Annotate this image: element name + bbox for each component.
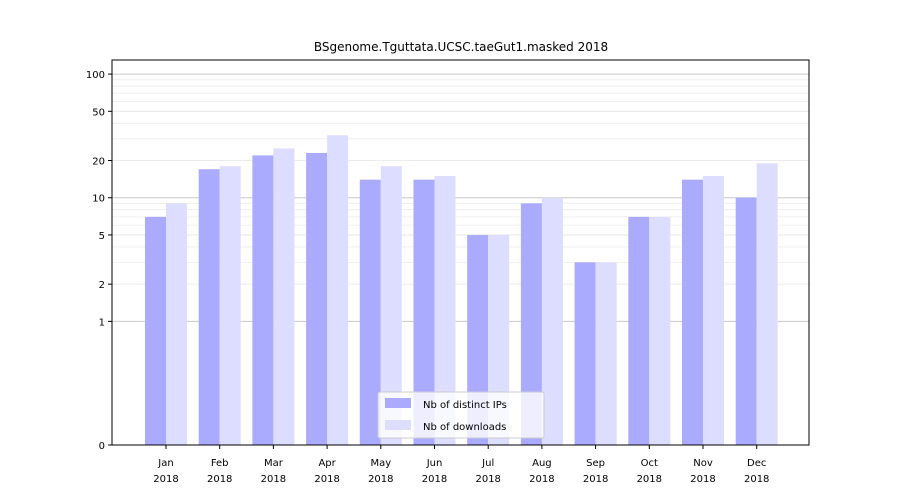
x-tick-label-month: Nov [693,458,713,469]
bar-downloads [649,216,671,445]
bar-distinct-ips [574,262,596,445]
x-tick-label-year: 2018 [422,474,447,485]
x-axis: Jan 2018 Feb 2018 Mar 2018 Apr 2018 May 2018 Jun 20… [153,445,769,485]
bar-downloads [327,135,349,445]
y-tick-label: 50 [92,107,105,118]
x-tick-label-month: Feb [211,458,229,469]
chart-title: BSgenome.Tguttata.UCSC.taeGut1.masked 20… [314,40,608,54]
y-tick-label: 2 [99,280,105,291]
bar-downloads [595,262,617,445]
x-tick-label-year: 2018 [475,474,500,485]
x-tick-label-year: 2018 [261,474,286,485]
bar-distinct-ips [520,203,542,445]
x-tick-label-year: 2018 [368,474,393,485]
bar-distinct-ips [628,216,650,445]
x-tick-label-year: 2018 [583,474,608,485]
bar-downloads [219,166,241,445]
bars [145,135,778,446]
legend-box [377,391,545,439]
y-tick-label: 5 [99,231,105,242]
x-tick-label-month: Aug [532,458,552,469]
x-tick-label-year: 2018 [637,474,662,485]
x-tick-label-year: 2018 [207,474,232,485]
bar-downloads [273,148,295,445]
bar-distinct-ips [735,197,757,445]
x-tick-label-month: Mar [264,458,284,469]
legend-swatch-downloads [385,420,411,430]
bar-distinct-ips [359,179,381,446]
bar-distinct-ips [252,155,274,445]
x-tick-label-month: Sep [586,458,605,469]
y-tick-label: 1 [99,317,105,328]
x-tick-label-year: 2018 [529,474,554,485]
x-tick-label-year: 2018 [744,474,769,485]
bar-downloads [756,163,778,445]
y-tick-label: 20 [92,157,105,168]
legend-swatch-distinct-ips [385,398,411,408]
bar-distinct-ips [198,169,220,445]
x-tick-label-month: Jan [157,458,173,469]
plot-frame [111,59,810,446]
bar-downloads [380,166,402,445]
bar-distinct-ips [413,179,435,446]
y-tick-label: 10 [92,194,105,205]
y-axis: 0 1 2 5 10 20 50 100 [86,70,112,452]
y-tick-label: 100 [86,70,105,81]
x-tick-label-year: 2018 [153,474,178,485]
legend: Nb of distinct IPs Nb of downloads [377,391,545,439]
bar-distinct-ips [145,216,166,445]
x-tick-label-month: Dec [747,458,766,469]
bar-downloads [434,175,456,445]
y-tick-label: 0 [99,441,105,452]
bar-downloads [166,203,187,445]
bar-distinct-ips [306,153,328,445]
x-tick-label-month: Jul [481,458,494,469]
x-tick-label-year: 2018 [314,474,339,485]
bar-distinct-ips [682,179,703,446]
x-tick-label-year: 2018 [690,474,715,485]
bar-downloads [703,175,724,445]
x-tick-label-month: Apr [318,458,336,469]
x-tick-label-month: May [370,458,391,469]
x-tick-label-month: Jun [426,458,443,469]
bar-downloads [541,197,563,445]
x-tick-label-month: Oct [641,458,658,469]
legend-label-downloads: Nb of downloads [423,422,506,433]
legend-label-distinct-ips: Nb of distinct IPs [423,400,507,411]
